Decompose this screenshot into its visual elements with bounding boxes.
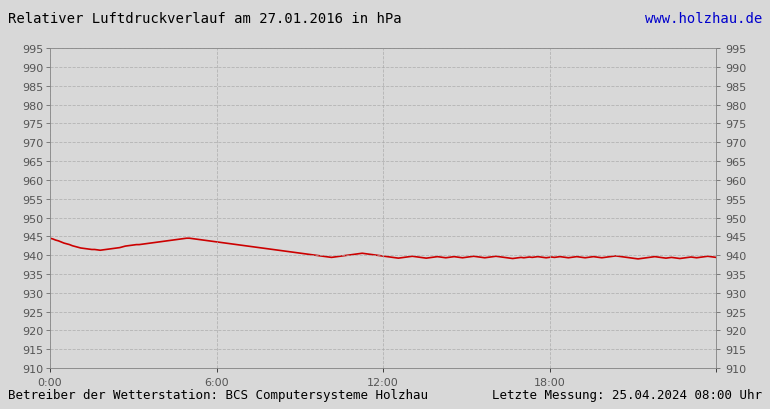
Text: Betreiber der Wetterstation: BCS Computersysteme Holzhau: Betreiber der Wetterstation: BCS Compute…	[8, 388, 427, 401]
Text: Relativer Luftdruckverlauf am 27.01.2016 in hPa: Relativer Luftdruckverlauf am 27.01.2016…	[8, 12, 401, 26]
Text: Letzte Messung: 25.04.2024 08:00 Uhr: Letzte Messung: 25.04.2024 08:00 Uhr	[492, 388, 762, 401]
Text: www.holzhau.de: www.holzhau.de	[645, 12, 762, 26]
